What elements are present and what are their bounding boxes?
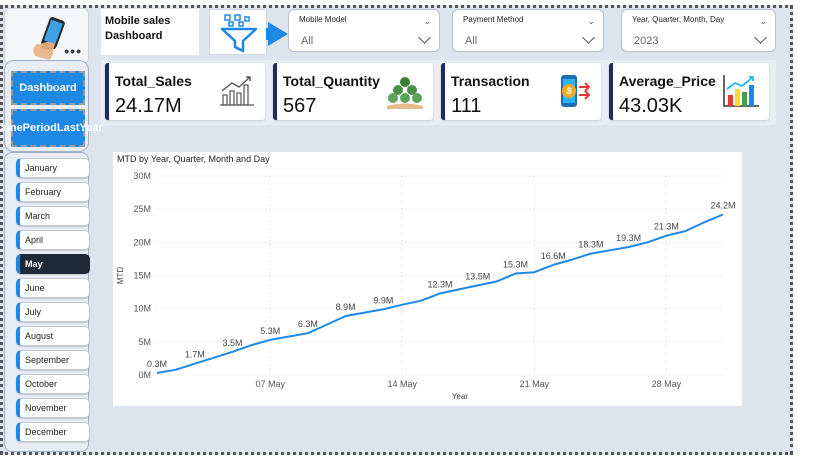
mobile-payment-icon: $ xyxy=(561,75,591,107)
dashboard-button[interactable]: Dashboard xyxy=(11,71,85,105)
title-line-1: Mobile sales xyxy=(105,15,171,27)
bar-chart-arrow-icon xyxy=(723,75,759,107)
data-label: 12.3M xyxy=(427,279,452,289)
kpi-total-sales-title: Total_Sales xyxy=(115,73,192,89)
dropdown-chevron-icon[interactable] xyxy=(754,31,767,44)
y-tick-label: 30M xyxy=(133,171,151,181)
same-period-last-year-button[interactable]: SamePeriodLastYear xyxy=(0,109,103,147)
x-tick-label: 14 May xyxy=(388,379,418,389)
data-label: 9.9M xyxy=(373,295,393,305)
phone-logo-card: ••• xyxy=(4,8,89,64)
kpi-total-sales-value: 24.17M xyxy=(115,95,182,117)
mtd-series-line xyxy=(156,213,724,374)
kpi-transaction: Transaction 111 $ xyxy=(441,63,601,120)
kpi-transaction-value: 111 xyxy=(451,95,482,117)
y-tick-label: 15M xyxy=(133,271,151,281)
date-hierarchy-value: 2023 xyxy=(634,35,659,47)
filter-icon-card xyxy=(209,9,267,55)
month-button-march[interactable]: March xyxy=(16,206,90,226)
mobile-model-value: All xyxy=(301,35,314,47)
data-label: 19.3M xyxy=(616,233,641,243)
bar-growth-chart-icon xyxy=(220,76,254,106)
payment-method-label: Payment Method xyxy=(463,15,524,24)
mtd-line-chart: MTD by Year, Quarter, Month and Day 0M 5M… xyxy=(113,152,742,406)
month-button-may[interactable]: May xyxy=(16,254,90,274)
kpi-total-quantity-value: 567 xyxy=(283,95,317,117)
y-tick-label: 10M xyxy=(133,304,151,314)
mobile-model-label: Mobile Model xyxy=(299,15,347,24)
data-label: 16.6M xyxy=(541,251,566,261)
kpi-total-quantity: Total_Quantity 567 xyxy=(273,63,433,120)
funnel-filter-icon xyxy=(220,14,258,53)
dropdown-chevron-icon[interactable] xyxy=(418,31,431,44)
kpi-average-price: Average_Price 43.03K xyxy=(609,63,769,120)
data-label: 0.3M xyxy=(147,359,167,369)
kpi-average-price-value: 43.03K xyxy=(619,95,683,117)
data-label: 13.5M xyxy=(465,271,490,281)
data-label: 18.3M xyxy=(578,240,603,250)
dropdown-chevron-icon[interactable] xyxy=(582,31,595,44)
payment-method-slicer[interactable]: Payment Method ⌄ All xyxy=(452,9,604,52)
month-button-october[interactable]: October xyxy=(16,374,90,394)
chevron-down-icon[interactable]: ⌄ xyxy=(587,16,595,26)
date-hierarchy-label: Year, Quarter, Month, Day xyxy=(632,15,725,24)
x-tick-label: 21 May xyxy=(520,379,550,389)
chevron-down-icon[interactable]: ⌄ xyxy=(423,16,431,26)
x-axis-title: Year xyxy=(452,392,469,401)
month-button-august[interactable]: August xyxy=(16,326,90,346)
chart-title: MTD by Year, Quarter, Month and Day xyxy=(117,154,270,164)
payment-method-value: All xyxy=(465,35,478,47)
data-label: 24.2M xyxy=(710,200,735,210)
more-options-icon[interactable]: ••• xyxy=(64,43,82,59)
x-tick-label: 28 May xyxy=(652,379,682,389)
data-label: 15.3M xyxy=(503,260,528,270)
date-hierarchy-slicer[interactable]: Year, Quarter, Month, Day ⌄ 2023 xyxy=(621,9,776,52)
kpi-transaction-title: Transaction xyxy=(451,73,530,89)
month-button-april[interactable]: April xyxy=(16,230,90,250)
data-label: 3.5M xyxy=(222,338,242,348)
chart-plot: 0M 5M 10M 15M 20M 25M 30M 07 May 14 May 21 May 28 … xyxy=(116,171,736,401)
dashboard-title: Mobile sales Dashboard xyxy=(105,14,170,44)
month-button-september[interactable]: September xyxy=(16,350,90,370)
y-tick-label: 20M xyxy=(133,237,151,247)
month-button-july[interactable]: July xyxy=(16,302,90,322)
month-button-november[interactable]: November xyxy=(16,398,90,418)
y-tick-label: 5M xyxy=(138,337,151,347)
mobile-model-slicer[interactable]: Mobile Model ⌄ All xyxy=(288,9,440,52)
kpi-total-quantity-title: Total_Quantity xyxy=(283,73,380,89)
money-bags-icon xyxy=(387,77,423,109)
svg-text:$: $ xyxy=(566,86,571,96)
month-button-june[interactable]: June xyxy=(16,278,90,298)
data-label: 8.9M xyxy=(336,302,356,312)
kpi-total-sales: Total_Sales 24.17M xyxy=(105,63,265,120)
month-button-december[interactable]: December xyxy=(16,422,90,442)
month-button-january[interactable]: January xyxy=(16,158,90,178)
y-tick-label: 25M xyxy=(133,204,151,214)
data-label: 5.3M xyxy=(260,326,280,336)
month-button-february[interactable]: February xyxy=(16,182,90,202)
x-tick-label: 07 May xyxy=(255,379,285,389)
mobile-phone-icon xyxy=(33,17,65,60)
data-label: 21.3M xyxy=(654,222,679,232)
navigation-panel: Dashboard SamePeriodLastYear xyxy=(0,60,103,152)
title-card: Mobile sales Dashboard xyxy=(101,9,199,55)
y-axis-title: MTD xyxy=(116,267,125,285)
data-label: 6.3M xyxy=(298,319,318,329)
title-line-2: Dashboard xyxy=(105,30,163,42)
y-tick-label: 0M xyxy=(138,370,151,380)
data-label: 1.7M xyxy=(185,350,205,360)
right-arrow-icon xyxy=(268,22,288,46)
kpi-average-price-title: Average_Price xyxy=(619,73,716,89)
chevron-down-icon[interactable]: ⌄ xyxy=(759,16,767,26)
